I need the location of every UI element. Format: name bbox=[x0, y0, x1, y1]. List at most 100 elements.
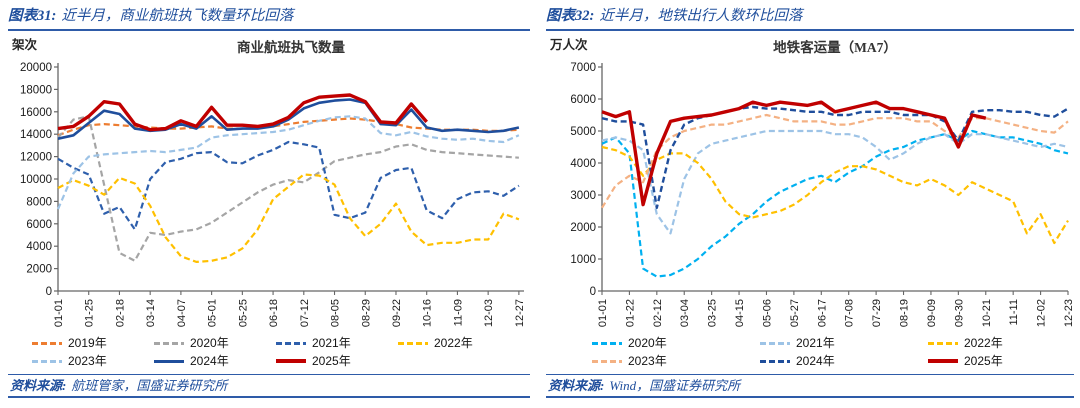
x-tick-label: 06-17 bbox=[816, 299, 828, 327]
x-tick-label: 05-01 bbox=[207, 299, 219, 327]
legend-item-2022年: 2022年 bbox=[398, 335, 520, 351]
y-tick-label: 16000 bbox=[20, 107, 52, 119]
flight-chart-panel: 图表31: 近半月，商业航班执飞数量环比回落 架次 商业航班执飞数量 0 2000 400… bbox=[8, 5, 530, 398]
legend-label: 2024年 bbox=[190, 354, 229, 368]
x-tick-label: 01-25 bbox=[84, 299, 96, 327]
y-tick-label: 4000 bbox=[26, 241, 52, 253]
source-divider bbox=[8, 374, 530, 375]
figure32-caption-text: 近半月，地铁出行人数环比回落 bbox=[599, 8, 803, 24]
y-tick-label: 5000 bbox=[570, 126, 596, 138]
y-tick-label: 4000 bbox=[570, 158, 596, 170]
source-text: Wind，国盛证券研究所 bbox=[609, 378, 741, 393]
subway-chart-panel: 图表32: 近半月，地铁出行人数环比回落 万人次 地铁客运量（MA7） 0 1000 20… bbox=[546, 5, 1074, 398]
x-tick-label: 01-01 bbox=[53, 299, 65, 327]
bottom-divider bbox=[8, 396, 530, 398]
y-tick-label: 14000 bbox=[20, 129, 52, 141]
x-tick-label: 04-15 bbox=[734, 299, 746, 327]
caption-divider bbox=[8, 29, 530, 31]
y-tick-label: 0 bbox=[46, 286, 52, 298]
legend-swatch bbox=[398, 341, 428, 345]
source-prefix: 资料来源: bbox=[548, 378, 605, 393]
legend-swatch bbox=[760, 359, 790, 363]
y-axis-unit-label: 万人次 bbox=[549, 37, 588, 52]
source-line-flight: 资料来源: 航班管家，国盛证券研究所 bbox=[8, 375, 530, 396]
x-tick-label: 10-21 bbox=[981, 299, 993, 327]
legend-item-2024年: 2024年 bbox=[154, 353, 276, 369]
y-tick-label: 6000 bbox=[570, 94, 596, 106]
x-tick-label: 06-18 bbox=[268, 299, 280, 327]
x-tick-label: 01-22 bbox=[624, 299, 636, 327]
legend-swatch bbox=[928, 341, 958, 345]
x-tick-label: 08-29 bbox=[360, 299, 372, 327]
source-line-subway: 资料来源: Wind，国盛证券研究所 bbox=[546, 375, 1074, 396]
x-tick-label: 09-09 bbox=[926, 299, 938, 327]
subway-chart-canvas: 万人次 地铁客运量（MA7） 0 1000 2000 3000 4000 5000 6000 70… bbox=[549, 37, 1074, 327]
legend-swatch bbox=[32, 359, 62, 363]
legend-label: 2025年 bbox=[312, 354, 351, 368]
y-tick-label: 6000 bbox=[26, 219, 52, 231]
x-tick-label: 01-01 bbox=[597, 299, 609, 327]
flight-chart-canvas: 架次 商业航班执飞数量 0 2000 4000 6000 8000 10000 12000 140… bbox=[11, 37, 526, 327]
figure32-caption: 图表32: 近半月，地铁出行人数环比回落 bbox=[546, 5, 1074, 28]
legend-label: 2021年 bbox=[796, 336, 835, 350]
x-tick-label: 05-27 bbox=[789, 299, 801, 327]
x-tick-label: 02-12 bbox=[652, 299, 664, 327]
figure31-caption: 图表31: 近半月，商业航班执飞数量环比回落 bbox=[8, 5, 530, 28]
legend-swatch bbox=[276, 341, 306, 345]
legend-label: 2020年 bbox=[190, 336, 229, 350]
y-tick-label: 18000 bbox=[20, 84, 52, 96]
y-tick-label: 10000 bbox=[20, 174, 52, 186]
legend-label: 2025年 bbox=[964, 354, 1003, 368]
source-divider bbox=[546, 374, 1074, 375]
x-tick-label: 08-19 bbox=[899, 299, 911, 327]
legend-swatch bbox=[276, 359, 306, 363]
flight-chart-legend: 2019年 2020年 2021年 2022年 2023年 2024年 2025年 bbox=[32, 335, 530, 369]
legend-label: 2022年 bbox=[964, 336, 1003, 350]
y-axis-unit-label: 架次 bbox=[11, 37, 38, 52]
x-tick-label: 03-14 bbox=[145, 299, 157, 327]
source-text: 航班管家，国盛证券研究所 bbox=[71, 378, 228, 393]
x-tick-label: 05-06 bbox=[761, 299, 773, 327]
x-tick-label: 07-08 bbox=[844, 299, 856, 327]
x-tick-label: 08-05 bbox=[330, 299, 342, 327]
x-tick-label: 12-23 bbox=[1063, 299, 1074, 327]
chart-line-2022年 bbox=[57, 173, 520, 263]
bottom-divider bbox=[546, 396, 1074, 398]
y-tick-label: 2000 bbox=[570, 222, 596, 234]
figure32-number: 图表32: bbox=[546, 8, 595, 24]
x-tick-label: 09-30 bbox=[953, 299, 965, 327]
chart-line-2023年 bbox=[56, 115, 520, 210]
legend-label: 2020年 bbox=[628, 336, 667, 350]
x-tick-label: 12-03 bbox=[483, 299, 495, 327]
legend-item-2023年: 2023年 bbox=[592, 353, 760, 369]
legend-item-2020年: 2020年 bbox=[154, 335, 276, 351]
x-tick-label: 04-07 bbox=[176, 299, 188, 327]
legend-item-2023年: 2023年 bbox=[32, 353, 154, 369]
y-tick-label: 20000 bbox=[20, 62, 52, 74]
legend-swatch bbox=[154, 359, 184, 363]
legend-swatch bbox=[154, 341, 184, 345]
chart-title: 地铁客运量（MA7） bbox=[773, 39, 897, 55]
report-figures-row: 图表31: 近半月，商业航班执飞数量环比回落 架次 商业航班执飞数量 0 2000 400… bbox=[8, 5, 1074, 398]
legend-label: 2023年 bbox=[628, 354, 667, 368]
legend-swatch bbox=[928, 359, 958, 363]
legend-swatch bbox=[592, 359, 622, 363]
chart-line-2024年 bbox=[601, 105, 1069, 209]
y-tick-label: 7000 bbox=[570, 62, 596, 74]
chart-line-2022年 bbox=[601, 145, 1069, 245]
legend-item-2021年: 2021年 bbox=[276, 335, 398, 351]
chart-line-2023年 bbox=[601, 113, 1069, 209]
legend-label: 2022年 bbox=[434, 336, 473, 350]
figure31-caption-text: 近半月，商业航班执飞数量环比回落 bbox=[61, 8, 294, 24]
legend-swatch bbox=[32, 341, 62, 345]
legend-item-2024年: 2024年 bbox=[760, 353, 928, 369]
x-tick-label: 03-04 bbox=[679, 299, 691, 327]
legend-item-2020年: 2020年 bbox=[592, 335, 760, 351]
legend-label: 2021年 bbox=[312, 336, 351, 350]
x-tick-label: 02-18 bbox=[114, 299, 126, 327]
y-tick-label: 0 bbox=[590, 286, 596, 298]
y-tick-label: 2000 bbox=[26, 264, 52, 276]
legend-item-2019年: 2019年 bbox=[32, 335, 154, 351]
legend-item-2025年: 2025年 bbox=[928, 353, 1080, 369]
y-tick-label: 12000 bbox=[20, 152, 52, 164]
